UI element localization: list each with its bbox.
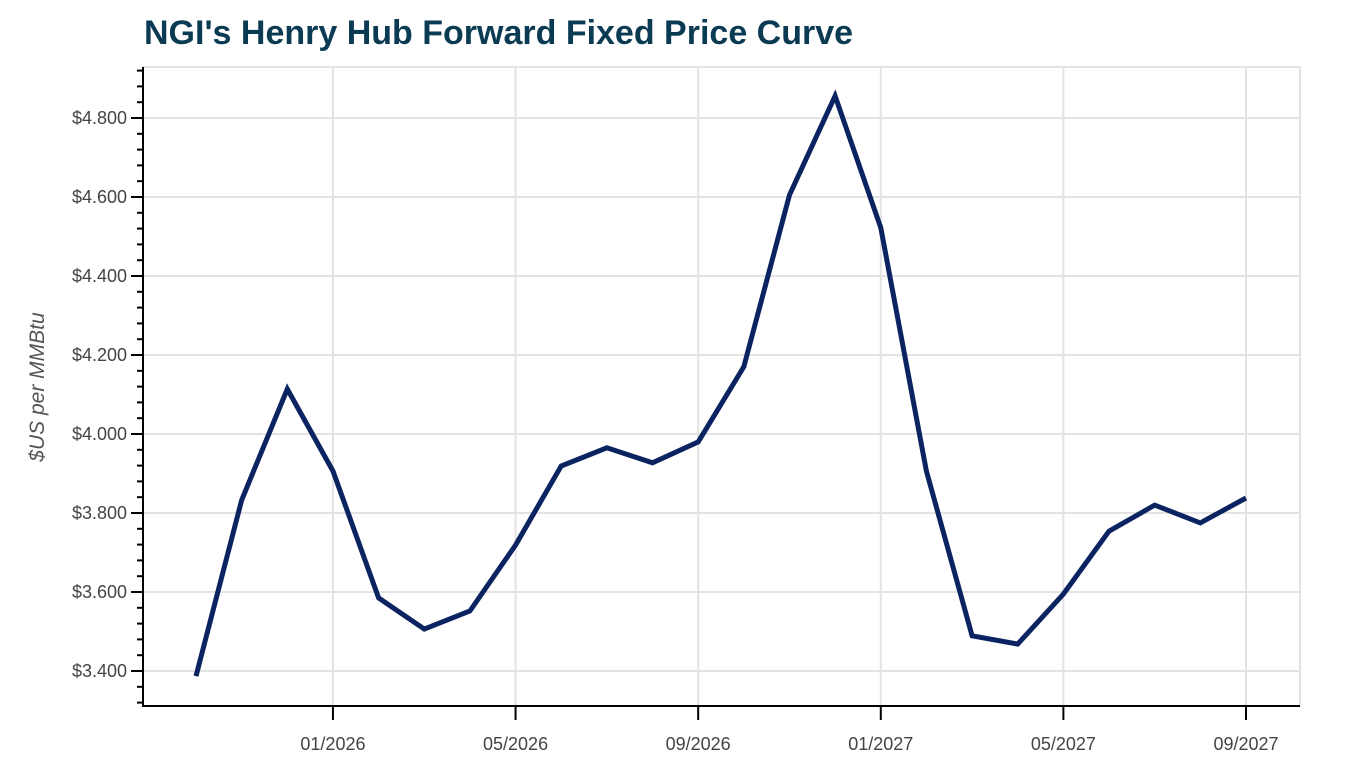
y-tick-label: $3.600	[72, 582, 127, 602]
x-tick-label: 05/2027	[1031, 734, 1096, 754]
price-curve-line	[193, 89, 1248, 677]
y-tick-label: $4.800	[72, 108, 127, 128]
x-tick-label: 05/2026	[483, 734, 548, 754]
y-tick-label: $3.400	[72, 661, 127, 681]
x-tick-label: 09/2027	[1213, 734, 1278, 754]
x-tick-label: 01/2026	[300, 734, 365, 754]
grid-lines	[143, 66, 1301, 706]
y-tick-label: $3.800	[72, 503, 127, 523]
y-tick-label: $4.200	[72, 345, 127, 365]
tick-labels: $3.400 $3.600 $3.800 $4.000 $4.200 $4.400 $4.6…	[72, 108, 1279, 754]
y-tick-label: $4.600	[72, 187, 127, 207]
axes	[131, 67, 1300, 720]
x-tick-label: 09/2026	[666, 734, 731, 754]
x-tick-label: 01/2027	[848, 734, 913, 754]
y-tick-label: $4.000	[72, 424, 127, 444]
chart-title: NGI's Henry Hub Forward Fixed Price Curv…	[144, 14, 854, 52]
y-tick-label: $4.400	[72, 266, 127, 286]
